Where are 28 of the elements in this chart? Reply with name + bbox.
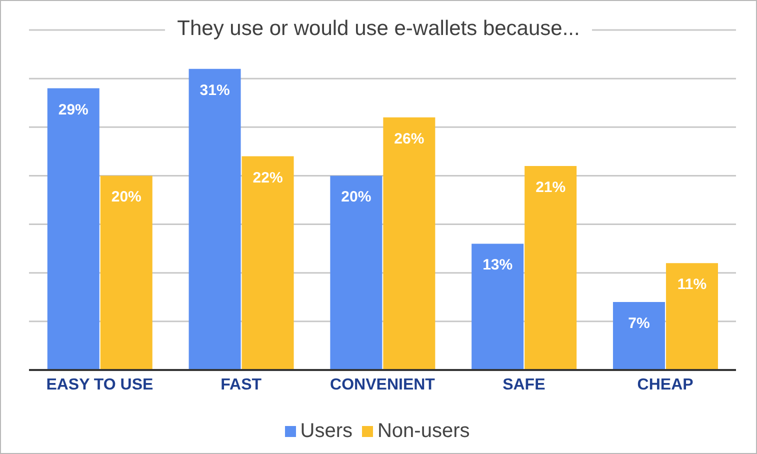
bar [330,176,382,370]
bar [612,302,665,370]
data-label: 31% [200,82,230,99]
data-label: 21% [536,179,566,196]
legend-label: Users [300,420,352,442]
x-tick-label: EASY TO USE [46,376,154,394]
data-label: 29% [58,101,88,118]
bar [524,166,577,370]
data-label: 22% [252,169,283,186]
data-label: 20% [341,188,372,206]
bar [100,176,152,370]
bar [666,263,718,370]
x-tick-label: SAFE [502,376,546,394]
data-label: 26% [394,130,424,148]
data-label: 20% [111,188,142,206]
bar [47,88,100,370]
data-label: 11% [677,276,707,294]
data-label: 7% [628,315,650,332]
x-tick-label: CHEAP [637,376,694,394]
x-tick-label: FAST [220,376,262,394]
chart-title: They use or would use e-wallets because... [165,17,592,41]
data-label: 13% [482,256,513,274]
bar [472,244,524,370]
bar [242,156,294,370]
bar [188,68,241,370]
x-tick-label: CONVENIENT [330,376,436,394]
legend-label: Non-users [377,420,470,442]
bar [383,117,436,370]
